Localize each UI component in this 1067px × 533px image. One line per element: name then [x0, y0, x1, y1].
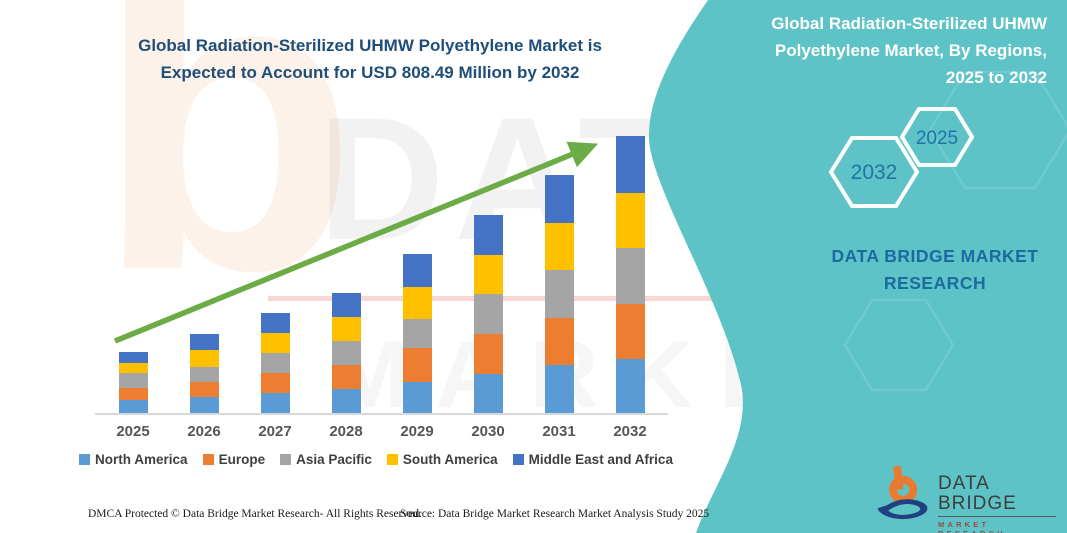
bar-segment	[473, 215, 503, 255]
watermark-hexagon	[843, 70, 1067, 392]
bar-segment	[331, 389, 361, 413]
legend-swatch	[79, 454, 91, 465]
x-axis-label: 2026	[187, 423, 221, 440]
legend-label: Europe	[218, 452, 266, 467]
panel-title-line: Global Radiation-Sterilized UHMW	[771, 14, 1047, 33]
x-axis-label: 2028	[329, 423, 363, 440]
bar-segment	[260, 373, 290, 394]
hexagon-year-badges: 2032 2025	[828, 107, 975, 208]
bar-segment	[189, 366, 219, 382]
logo-subtext: MARKET RESEARCH	[938, 520, 1003, 533]
bar-2028	[331, 293, 361, 413]
bar-segment	[189, 396, 219, 413]
legend-swatch	[202, 454, 214, 465]
logo-divider	[938, 516, 1056, 517]
bar-segment	[473, 254, 503, 295]
bar-segment	[402, 381, 432, 413]
bar-segment	[260, 393, 290, 413]
bar-segment	[331, 293, 361, 318]
x-axis-label: 2030	[471, 423, 505, 440]
legend-swatch	[512, 454, 524, 465]
chart-title-line: Expected to Account for USD 808.49 Milli…	[160, 63, 580, 82]
bar-segment	[544, 175, 574, 223]
bar-segment	[615, 136, 645, 193]
bar-segment	[544, 270, 574, 318]
chart-title-line: Global Radiation-Sterilized UHMW Polyeth…	[138, 36, 602, 55]
hexagon-2032-label: 2032	[851, 161, 898, 184]
bar-2029	[402, 254, 432, 413]
dmca-notice: DMCA Protected © Data Bridge Market Rese…	[88, 508, 422, 520]
bar-segment	[402, 347, 432, 382]
panel-brand-line: RESEARCH	[883, 273, 987, 293]
bar-segment	[331, 317, 361, 342]
bar-2032	[615, 136, 645, 413]
bar-2027	[260, 313, 290, 413]
legend-label: North America	[95, 452, 188, 467]
panel-title-line: Polyethylene Market, By Regions,	[774, 41, 1047, 60]
bar-segment	[402, 286, 432, 319]
bar-segment	[544, 365, 574, 413]
x-axis-line	[95, 413, 668, 415]
bar-segment	[260, 313, 290, 334]
logo-wordmark: DATA BRIDGE	[938, 473, 1017, 514]
chart-title: Global Radiation-Sterilized UHMW Polyeth…	[110, 32, 630, 86]
legend-label: South America	[402, 452, 498, 467]
bar-segment	[615, 358, 645, 413]
data-bridge-logo: DATA BRIDGE MARKET RESEARCH	[876, 462, 1062, 533]
bar-segment	[544, 317, 574, 366]
bar-segment	[473, 294, 503, 334]
x-axis-label: 2029	[400, 423, 434, 440]
bar-segment	[402, 318, 432, 348]
bar-2025	[118, 352, 148, 413]
legend: North America Europe Asia Pacific South Ame…	[79, 452, 673, 467]
legend-label: Asia Pacific	[296, 452, 372, 467]
legend-item: Asia Pacific	[280, 452, 372, 467]
bar-segment	[118, 372, 148, 388]
bar-segment	[189, 333, 219, 350]
legend-item: Middle East and Africa	[512, 452, 673, 467]
legend-item: Europe	[202, 452, 266, 467]
legend-label: Middle East and Africa	[528, 452, 673, 467]
bar-2026	[189, 333, 219, 413]
bar-segment	[615, 248, 645, 304]
bar-segment	[260, 353, 290, 374]
bar-2030	[473, 215, 503, 413]
bar-segment	[331, 365, 361, 390]
bar-segment	[473, 333, 503, 374]
bar-segment	[118, 388, 148, 400]
x-axis-label: 2025	[116, 423, 150, 440]
x-axis-label: 2031	[542, 423, 576, 440]
bar-segment	[189, 349, 219, 367]
bar-segment	[615, 192, 645, 249]
x-axis-label: 2032	[613, 423, 647, 440]
bar-segment	[260, 333, 290, 354]
panel-brand-text: DATA BRIDGE MARKET RESEARCH	[828, 243, 1042, 297]
panel-title-line: 2025 to 2032	[945, 68, 1047, 87]
hexagon-2025	[899, 107, 975, 167]
legend-item: South America	[386, 452, 498, 467]
bar-2031	[544, 175, 574, 413]
bar-segment	[118, 363, 148, 373]
bar-segment	[615, 303, 645, 359]
hexagon-2032	[828, 136, 920, 208]
legend-item: North America	[79, 452, 188, 467]
panel-title: Global Radiation-Sterilized UHMW Polyeth…	[737, 10, 1047, 91]
data-bridge-logo-icon	[877, 465, 928, 520]
bar-segment	[118, 399, 148, 413]
bar-segment	[118, 352, 148, 364]
bar-segment	[189, 381, 219, 397]
x-axis-label: 2027	[258, 423, 292, 440]
bar-segment	[331, 341, 361, 366]
legend-swatch	[280, 454, 292, 465]
source-note: Source: Data Bridge Market Research Mark…	[400, 508, 710, 520]
panel-brand-line: DATA BRIDGE MARKET	[831, 246, 1039, 266]
bar-segment	[473, 373, 503, 413]
bar-segment	[544, 222, 574, 271]
hexagon-2025-label: 2025	[916, 128, 958, 149]
legend-swatch	[386, 454, 398, 465]
bar-segment	[402, 254, 432, 287]
